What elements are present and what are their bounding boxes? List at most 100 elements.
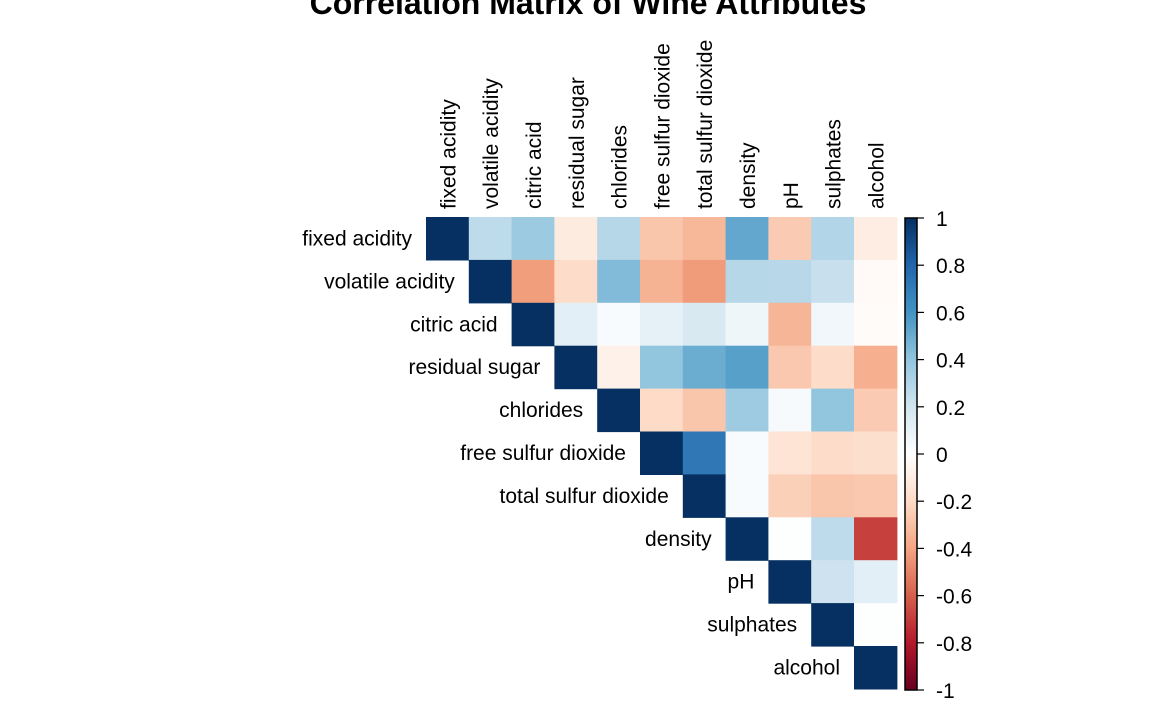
heatmap-cell-volatile-acidity-total-sulfur-dioxide [682,259,727,304]
heatmap-cell-chlorides-free-sulfur-dioxide [640,388,684,433]
heatmap-cell-fixed-acidity-fixed-acidity [426,217,470,261]
heatmap-cell-density-sulphates [811,517,855,561]
row-label-free-sulfur-dioxide: free sulfur dioxide [460,442,626,465]
heatmap-cell-citric-acid-total-sulfur-dioxide [682,302,727,347]
heatmap-cell-fixed-acidity-volatile-acidity [468,217,513,261]
heatmap-cell-fixed-acidity-total-sulfur-dioxide [682,217,727,261]
heatmap-cell-fixed-acidity-sulphates [811,217,855,261]
row-label-citric-acid: citric acid [410,313,498,336]
heatmap-cell-citric-acid-chlorides [597,302,641,347]
colorbar-tick-label: -1 [936,680,955,703]
row-label-alcohol: alcohol [773,656,840,679]
colorbar-tick-label: -0.4 [936,538,973,561]
heatmap-cell-total-sulfur-dioxide-total-sulfur-dioxide [682,474,727,518]
heatmap-cell-citric-acid-citric-acid [511,302,555,347]
column-label-density: density [737,142,760,209]
heatmap-cell-fixed-acidity-citric-acid [511,217,555,261]
heatmap-cell-free-sulfur-dioxide-density [725,431,769,475]
heatmap-cell-residual-sugar-free-sulfur-dioxide [640,345,684,390]
chart-title: Correlation Matrix of Wine Attributes [310,0,867,21]
row-label-density: density [645,528,712,551]
heatmap-cell-chlorides-ph [768,388,812,433]
heatmap-cell-total-sulfur-dioxide-density [725,474,769,518]
heatmap-cell-density-ph [768,517,812,561]
column-label-residual-sugar: residual sugar [566,77,589,209]
colorbar-tick-label: -0.2 [936,491,972,514]
colorbar-tick-label: -0.6 [936,586,972,609]
heatmap-cell-residual-sugar-total-sulfur-dioxide [682,345,727,390]
heatmap-cell-citric-acid-sulphates [811,302,855,347]
row-label-volatile-acidity: volatile acidity [324,270,455,293]
heatmap-cell-citric-acid-alcohol [854,302,898,347]
colorbar: 1 0.8 0.6 0.4 0.2 0 -0.2 -0.4 -0.6 -0.8 -1 [904,208,973,703]
heatmap-cell-free-sulfur-dioxide-sulphates [811,431,855,475]
colorbar-gradient [904,217,918,691]
column-label-sulphates: sulphates [823,119,846,209]
heatmap-cell-volatile-acidity-sulphates [811,259,855,304]
row-label-residual-sugar: residual sugar [408,356,540,379]
heatmap-cells [426,217,898,690]
heatmap-cell-fixed-acidity-free-sulfur-dioxide [640,217,684,261]
heatmap-cell-fixed-acidity-chlorides [597,217,641,261]
heatmap-cell-total-sulfur-dioxide-alcohol [854,474,898,518]
heatmap-cell-density-alcohol [854,517,898,561]
heatmap-cell-sulphates-sulphates [811,603,855,647]
heatmap-cell-fixed-acidity-ph [768,217,812,261]
column-label-free-sulfur-dioxide: free sulfur dioxide [651,43,674,209]
heatmap-cell-total-sulfur-dioxide-sulphates [811,474,855,518]
heatmap-cell-fixed-acidity-residual-sugar [554,217,598,261]
heatmap-cell-total-sulfur-dioxide-ph [768,474,812,518]
heatmap-cell-fixed-acidity-density [725,217,769,261]
heatmap-cell-alcohol-alcohol [854,646,898,690]
heatmap-cell-residual-sugar-sulphates [811,345,855,390]
heatmap-cell-free-sulfur-dioxide-alcohol [854,431,898,475]
heatmap-cell-sulphates-alcohol [854,603,898,647]
column-label-fixed-acidity: fixed acidity [437,99,460,209]
heatmap-cell-residual-sugar-alcohol [854,345,898,390]
heatmap-cell-volatile-acidity-citric-acid [511,259,555,304]
heatmap-cell-citric-acid-density [725,302,769,347]
row-label-fixed-acidity: fixed acidity [302,227,412,250]
colorbar-tick-label: 0 [936,444,948,467]
heatmap-cell-volatile-acidity-density [725,259,769,304]
heatmap-cell-residual-sugar-ph [768,345,812,390]
heatmap-cell-ph-ph [768,560,812,604]
heatmap-cell-density-density [725,517,769,561]
colorbar-tick-label: -0.8 [936,633,972,656]
heatmap-cell-citric-acid-residual-sugar [554,302,598,347]
heatmap-cell-chlorides-total-sulfur-dioxide [682,388,727,433]
column-label-chlorides: chlorides [609,125,632,209]
heatmap-cell-chlorides-alcohol [854,388,898,433]
heatmap-cell-volatile-acidity-residual-sugar [554,259,598,304]
row-label-total-sulfur-dioxide: total sulfur dioxide [500,485,669,508]
heatmap-cell-chlorides-density [725,388,769,433]
colorbar-tick-label: 0.8 [936,255,965,278]
heatmap-cell-volatile-acidity-alcohol [854,259,898,304]
row-label-chlorides: chlorides [499,399,583,422]
heatmap-cell-residual-sugar-chlorides [597,345,641,390]
heatmap-cell-residual-sugar-density [725,345,769,390]
heatmap-cell-free-sulfur-dioxide-ph [768,431,812,475]
colorbar-tick-label: 0.4 [936,350,966,373]
colorbar-ticks: 1 0.8 0.6 0.4 0.2 0 -0.2 -0.4 -0.6 -0.8 -1 [917,208,973,703]
heatmap-cell-ph-alcohol [854,560,898,604]
row-label-ph: pH [728,571,755,594]
column-label-ph: pH [780,182,803,209]
heatmap-cell-volatile-acidity-free-sulfur-dioxide [640,259,684,304]
column-label-total-sulfur-dioxide: total sulfur dioxide [694,40,717,209]
colorbar-tick-label: 1 [936,208,948,231]
colorbar-tick-label: 0.6 [936,302,965,325]
heatmap-cell-ph-sulphates [811,560,855,604]
column-label-citric-acid: citric acid [523,121,546,209]
heatmap-cell-residual-sugar-residual-sugar [554,345,598,390]
heatmap-cell-free-sulfur-dioxide-free-sulfur-dioxide [640,431,684,475]
column-labels: fixed acidity volatile acidity citric acid… [437,40,888,209]
heatmap-cell-chlorides-chlorides [597,388,641,433]
heatmap-cell-volatile-acidity-volatile-acidity [468,259,513,304]
colorbar-tick-label: 0.2 [936,397,965,420]
column-label-volatile-acidity: volatile acidity [480,78,503,209]
heatmap-cell-volatile-acidity-chlorides [597,259,641,304]
column-label-alcohol: alcohol [865,142,888,209]
heatmap-cell-citric-acid-free-sulfur-dioxide [640,302,684,347]
